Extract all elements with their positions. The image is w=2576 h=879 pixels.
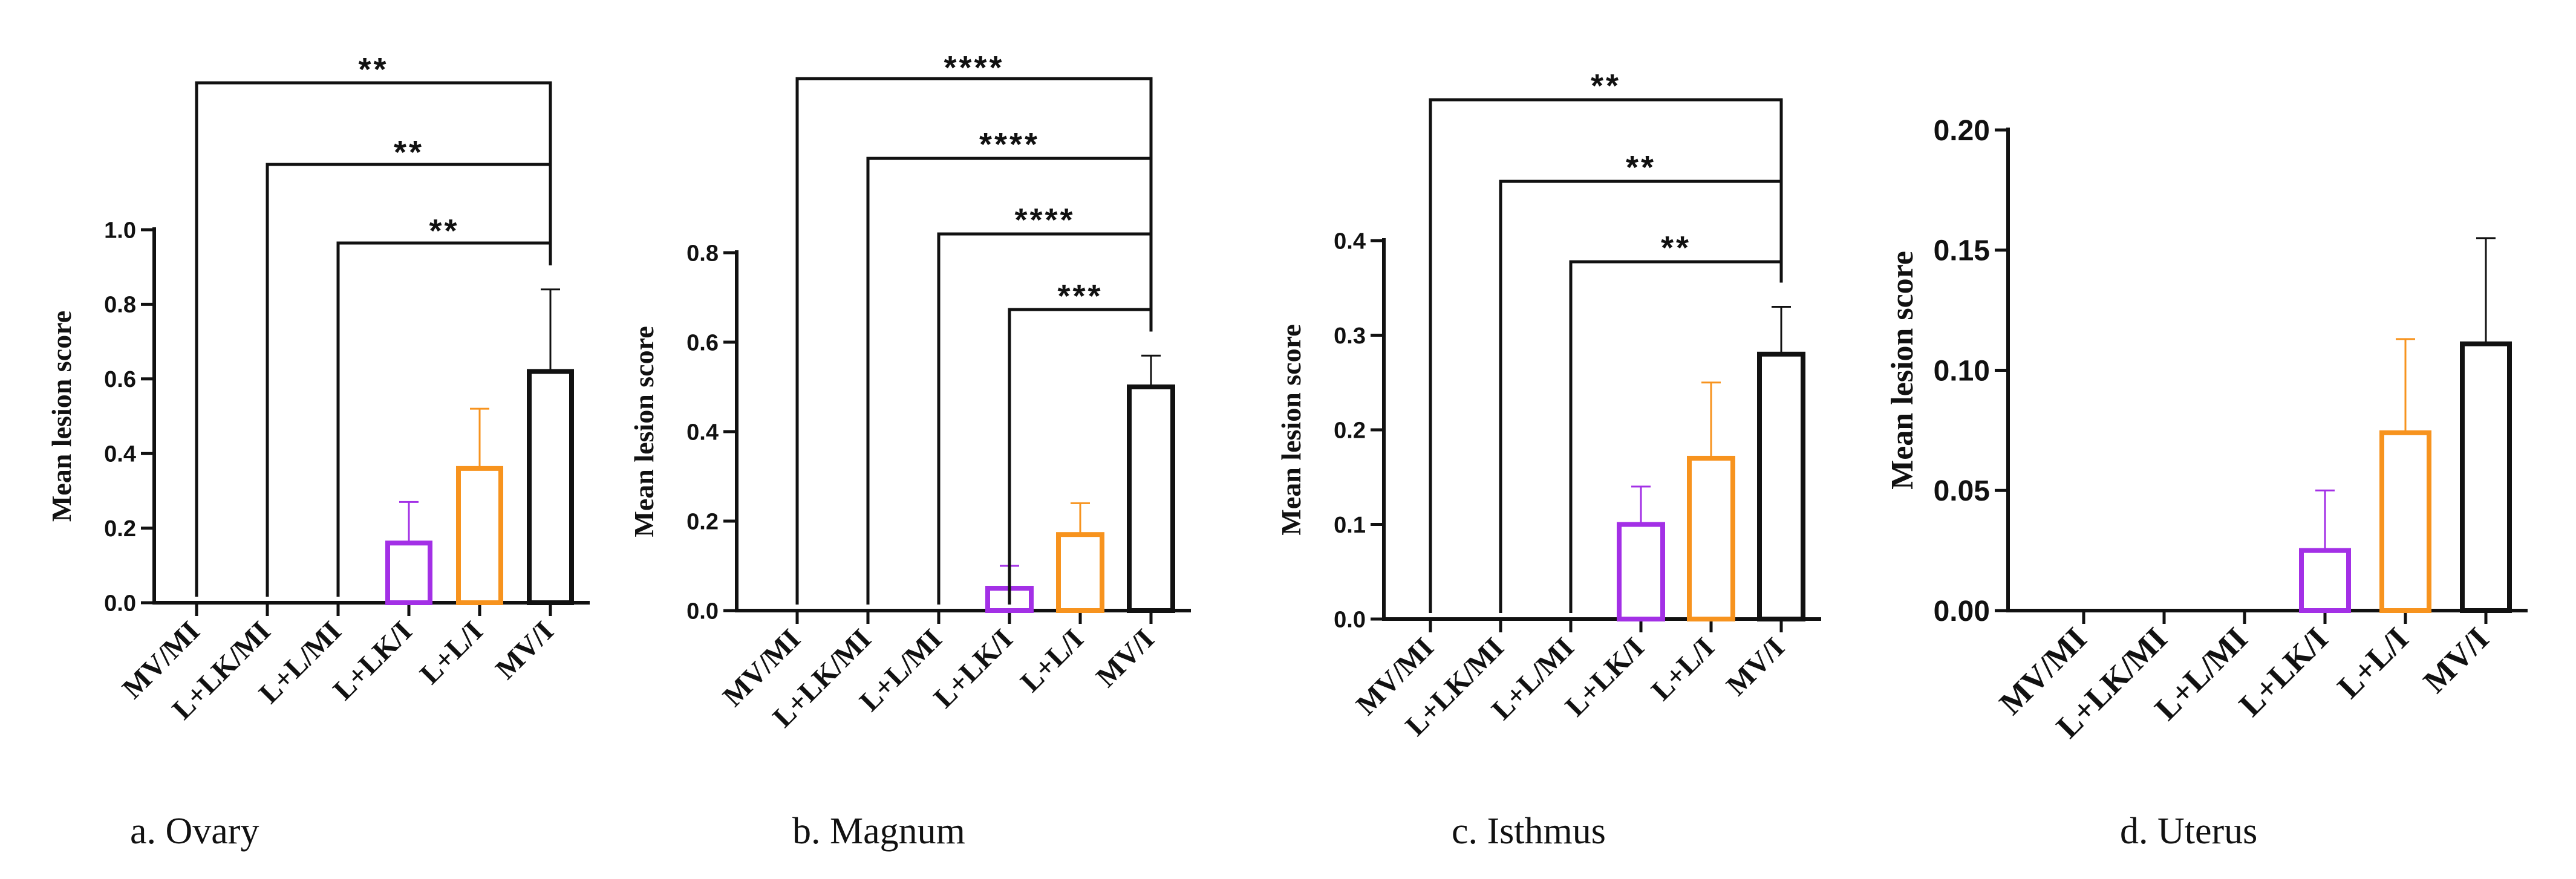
x-tick-label: MV/I — [489, 615, 560, 686]
significance-stars: ** — [1661, 230, 1691, 266]
x-tick-label: MV/I — [2416, 620, 2496, 700]
y-tick-label: 0.2 — [1334, 418, 1366, 443]
bar-L+L/I — [2379, 430, 2431, 613]
y-tick-label: 0.4 — [686, 420, 719, 445]
x-tick-label: L+L/I — [414, 615, 489, 690]
bar-L+L/I — [456, 465, 503, 605]
bar-L+L/I — [1687, 455, 1735, 621]
x-tick-label: MV/I — [1720, 631, 1791, 702]
y-tick-label: 0.2 — [104, 516, 136, 542]
y-tick-label: 0.0 — [686, 598, 719, 624]
panel-caption: d. Uterus — [2120, 811, 2257, 852]
significance-bracket — [336, 241, 552, 597]
y-tick-label: 0.3 — [1334, 323, 1366, 349]
bar-MV/I — [1127, 384, 1175, 613]
panel-caption: a. Ovary — [130, 811, 259, 852]
x-tick-label: L+LK/I — [1559, 631, 1651, 722]
y-axis-title: Mean lesion score — [1885, 251, 1920, 490]
y-tick-label: 0.20 — [1934, 115, 1990, 147]
x-tick-label: MV/I — [1090, 623, 1161, 693]
bar-L+LK/I — [1617, 522, 1665, 621]
x-tick-label: L+LK/I — [928, 623, 1019, 714]
bar-MV/I — [527, 369, 574, 606]
y-tick-label: 0.00 — [1934, 595, 1990, 628]
y-tick-label: 0.8 — [104, 293, 136, 318]
y-tick-label: 0.2 — [686, 509, 719, 534]
significance-bracket — [1569, 260, 1783, 613]
significance-stars: ** — [1591, 68, 1621, 104]
y-tick-label: 0.6 — [104, 367, 136, 392]
y-tick-label: 0.10 — [1934, 355, 1990, 387]
x-tick-label: L+L/I — [1014, 623, 1090, 698]
bar-L+LK/I — [2299, 548, 2351, 613]
y-tick-label: 1.0 — [104, 218, 136, 243]
y-tick-label: 0.4 — [1334, 229, 1366, 254]
significance-stars: **** — [944, 50, 1004, 86]
panel-caption: c. Isthmus — [1452, 811, 1606, 852]
x-tick-label: L+L/I — [1645, 631, 1721, 707]
y-tick-label: 0.8 — [686, 241, 719, 266]
y-tick-label: 0.05 — [1934, 475, 1990, 507]
bar-MV/I — [2460, 341, 2512, 614]
significance-bracket — [937, 232, 1153, 605]
bar-L+L/I — [1056, 532, 1104, 614]
x-tick-label: L+LK/I — [2232, 620, 2335, 723]
panel-caption: b. Magnum — [792, 811, 965, 852]
y-tick-label: 0.0 — [1334, 607, 1366, 632]
significance-stars: **** — [979, 126, 1040, 163]
significance-bracket — [1499, 180, 1783, 613]
significance-stars: ** — [394, 134, 424, 170]
bar-L+LK/I — [385, 540, 432, 606]
significance-stars: ** — [358, 51, 388, 88]
y-axis-title: Mean lesion score — [628, 326, 659, 537]
y-tick-label: 0.0 — [104, 591, 136, 616]
y-tick-label: 0.6 — [686, 330, 719, 355]
chart-panel-d: 0.00 0.05 0.10 0.15 0.20 Mean lesion score MV/… — [1885, 115, 2528, 852]
significance-stars: **** — [1014, 202, 1075, 238]
y-tick-label: 0.15 — [1934, 235, 1990, 267]
bar-MV/I — [1757, 351, 1805, 621]
y-tick-label: 0.1 — [1334, 513, 1366, 538]
significance-stars: ** — [429, 213, 459, 249]
x-tick-label: L+L/I — [2330, 620, 2416, 705]
significance-bracket — [266, 163, 552, 597]
significance-stars: ** — [1626, 149, 1656, 186]
y-axis-title: Mean lesion score — [1276, 324, 1306, 535]
significance-bracket — [1008, 308, 1153, 605]
x-tick-label: L+LK/I — [327, 615, 419, 706]
significance-stars: *** — [1057, 278, 1103, 314]
y-tick-label: 0.4 — [104, 442, 136, 467]
y-axis-title: Mean lesion score — [46, 311, 77, 522]
